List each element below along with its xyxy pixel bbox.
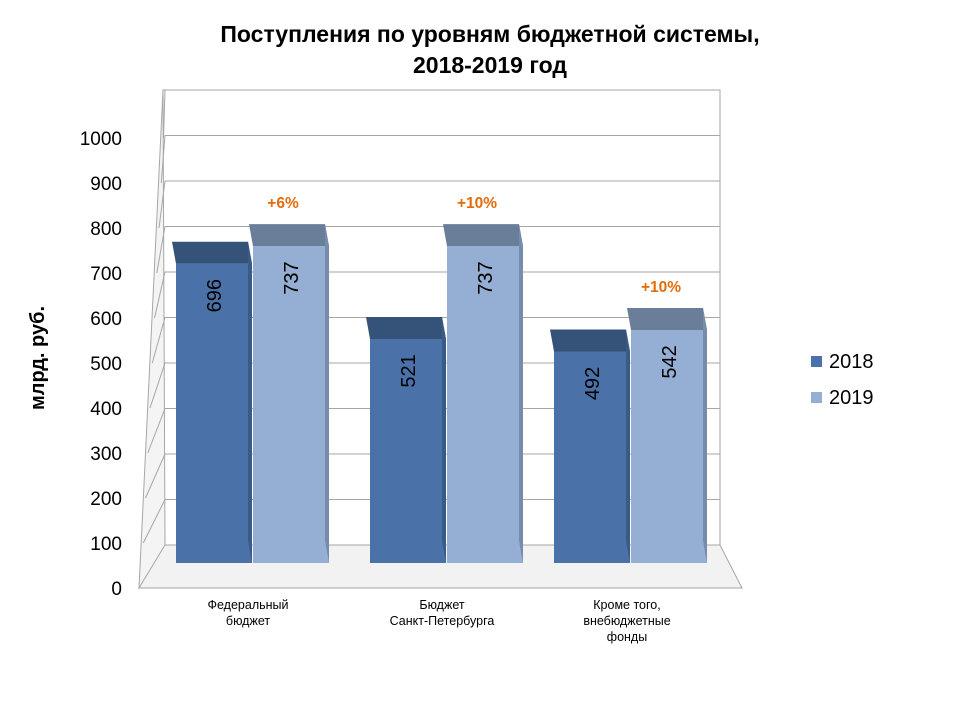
y-tick-label: 500 (90, 354, 122, 375)
legend-swatch-2018 (811, 356, 822, 367)
bar-2019-1: 737 (443, 224, 523, 563)
bar-top (172, 241, 252, 264)
category-labels: Федеральный бюджет Бюджет Санкт-Петербурга К… (207, 598, 670, 644)
bar-front (176, 263, 252, 563)
legend-label-2019: 2019 (829, 387, 874, 409)
bar-front (554, 351, 630, 563)
bar-top (627, 307, 707, 330)
y-tick-label: 100 (90, 534, 122, 555)
category-label: фонды (607, 630, 647, 644)
category-label: бюджет (226, 614, 270, 628)
category-label: внебюджетные (583, 614, 670, 628)
gridline (163, 89, 720, 139)
bar-front (370, 338, 446, 563)
gridline (149, 362, 720, 409)
data-label: 542 (659, 345, 681, 378)
bar-front (447, 246, 523, 563)
data-label: 737 (281, 261, 303, 294)
y-tick-label: 300 (90, 444, 122, 465)
bar-side (703, 307, 707, 563)
bar-front (253, 246, 329, 563)
chart-title-line-2: 2018-2019 год (413, 52, 567, 78)
data-label: 521 (398, 354, 420, 387)
legend-label-2018: 2018 (829, 351, 874, 373)
gridline (147, 408, 720, 454)
growth-annotation: +6% (267, 195, 299, 212)
y-axis-ticks: 0 100 200 300 400 500 600 700 800 900 1000 (80, 129, 122, 600)
y-tick-label: 700 (90, 264, 122, 285)
gridline (154, 271, 720, 319)
growth-annotation: +10% (457, 195, 497, 212)
gridlines (142, 89, 720, 544)
chart-title-line-1: Поступления по уровням бюджетной системы… (220, 21, 759, 47)
bar-2018-1: 521 (366, 316, 446, 563)
gridline (151, 317, 720, 364)
data-label: 737 (475, 261, 497, 294)
bar-2018-2: 492 (550, 329, 630, 563)
bar-top (366, 316, 446, 339)
bars-group: 696 737 +6% 521 737 +10% 492 542 +10% (172, 195, 707, 563)
left-wall (138, 89, 166, 590)
y-tick-label: 900 (90, 174, 122, 195)
data-label: 696 (204, 279, 226, 312)
gridline (142, 499, 720, 544)
bar-top (443, 224, 523, 247)
bar-2019-0: 737 (249, 224, 329, 563)
category-label: Санкт-Петербурга (390, 614, 495, 628)
y-tick-label: 0 (111, 579, 122, 600)
category-label: Бюджет (419, 598, 464, 612)
bar-side (248, 241, 252, 563)
gridline (156, 226, 720, 274)
y-tick-label: 400 (90, 399, 122, 420)
bar-top (249, 224, 329, 247)
y-tick-label: 800 (90, 219, 122, 240)
bar-side (325, 224, 329, 563)
y-tick-label: 600 (90, 309, 122, 330)
bar-side (442, 316, 446, 563)
y-axis-label: млрд. руб. (27, 306, 49, 410)
category-label: Кроме того, (593, 598, 660, 612)
growth-annotation: +10% (641, 279, 681, 296)
bar-front (631, 329, 707, 563)
y-tick-label: 200 (90, 489, 122, 510)
legend: 2018 2019 (811, 351, 874, 409)
bar-2019-2: 542 (627, 307, 707, 563)
bar-side (519, 224, 523, 563)
gridline (145, 453, 720, 499)
gridline (158, 180, 720, 229)
data-label: 492 (582, 367, 604, 400)
bar-2018-0: 696 (172, 241, 252, 563)
gridline (160, 135, 720, 184)
category-label: Федеральный (207, 598, 288, 612)
bar-side (626, 329, 630, 563)
y-tick-label: 1000 (80, 129, 122, 150)
legend-swatch-2019 (811, 392, 822, 403)
bar-top (550, 329, 630, 352)
